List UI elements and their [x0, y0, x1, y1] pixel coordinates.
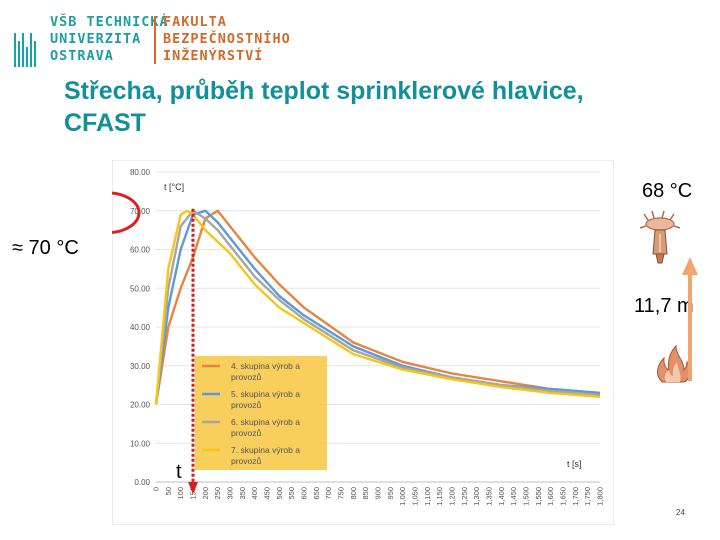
- legend-entry-continued: provozů: [231, 400, 262, 410]
- university-name: VŠB TECHNICKÁ UNIVERZITA OSTRAVA: [50, 14, 169, 64]
- legend-entry: 5. skupina výrob a: [231, 389, 300, 399]
- x-tick-label: 550: [287, 487, 296, 500]
- x-tick-label: 1,050: [411, 487, 420, 506]
- series-line-6: [154, 209, 601, 405]
- x-tick-label: 1,550: [534, 487, 543, 506]
- y-tick-label: 80.00: [130, 168, 151, 177]
- x-tick-label: 1,200: [448, 487, 457, 506]
- y-axis-label: t [°C]: [164, 182, 184, 192]
- x-tick-label: 700: [324, 487, 333, 500]
- x-tick-label: 800: [349, 487, 358, 500]
- x-tick-label: 1,500: [522, 487, 531, 506]
- header-divider: [154, 16, 156, 64]
- x-axis-label: t [s]: [567, 459, 582, 469]
- x-tick-label: 650: [312, 487, 321, 500]
- y-tick-label: 20.00: [130, 401, 151, 410]
- page-number: 24: [676, 508, 685, 517]
- x-tick-label: 1,650: [559, 487, 568, 506]
- x-tick-label: 300: [226, 487, 235, 500]
- sprinkler-icon: [639, 210, 681, 264]
- university-logo-bars: [14, 33, 40, 67]
- x-tick-label: 50: [164, 487, 173, 495]
- series-line-7: [154, 209, 601, 405]
- legend-entry: 7. skupina výrob a: [231, 445, 300, 455]
- x-tick-label: 1,400: [497, 487, 506, 506]
- activation-temperature-label: 68 °C: [642, 180, 693, 202]
- x-tick-label: 1,700: [571, 487, 580, 506]
- x-tick-label: 1,150: [435, 487, 444, 506]
- x-tick-label: 1,350: [485, 487, 494, 506]
- x-tick-label: 1,300: [472, 487, 481, 506]
- legend-entry-continued: provozů: [231, 372, 262, 382]
- temperature-chart: 0.00 10.00 20.00 30.00 40.00 50.00 60.00 70.00 8…: [73, 159, 615, 526]
- x-tick-label: 850: [361, 487, 370, 500]
- x-tick-label: 900: [374, 487, 383, 500]
- x-tick-label: 1,600: [546, 487, 555, 506]
- x-tick-label: 250: [213, 487, 222, 500]
- x-tick-label: 950: [386, 487, 395, 500]
- y-tick-label: 30.00: [130, 362, 151, 371]
- y-tick-label: 10.00: [130, 439, 151, 448]
- chart-frame: [111, 159, 615, 526]
- x-tick-label: 400: [250, 487, 259, 500]
- x-tick-label: 1,250: [460, 487, 469, 506]
- legend-entry-continued: provozů: [231, 456, 262, 466]
- activation-time-arrowhead: [188, 482, 198, 494]
- x-tick-label: 100: [176, 487, 185, 500]
- ceiling-height-label: 11,7 m: [634, 295, 694, 317]
- y-tick-label: 0.00: [134, 478, 150, 487]
- legend-entry-continued: provozů: [231, 428, 262, 438]
- y-tick-label: 40.00: [130, 323, 151, 332]
- x-tick-label: 750: [337, 487, 346, 500]
- slide-title: Střecha, průběh teplot sprinklerové hlav…: [64, 77, 584, 137]
- x-tick-label: 0: [152, 487, 161, 491]
- x-tick-label: 450: [263, 487, 272, 500]
- approx-temperature-label: ≈ 70 °C: [12, 237, 79, 259]
- flames-icon: [657, 344, 691, 383]
- x-tick-label: 600: [300, 487, 309, 500]
- x-tick-label: 500: [275, 487, 284, 500]
- y-tick-label: 60.00: [130, 246, 151, 255]
- legend-entry: 6. skupina výrob a: [231, 417, 300, 427]
- x-tick-label: 1,450: [509, 487, 518, 506]
- series-line-4: [154, 209, 601, 405]
- faculty-name: FAKULTA BEZPEČNOSTNÍHO INŽENÝRSTVÍ: [163, 14, 291, 64]
- x-tick-label: 1,000: [398, 487, 407, 506]
- x-tick-label: 1,750: [583, 487, 592, 506]
- x-tick-label: 200: [201, 487, 210, 500]
- time-marker-label: t: [176, 461, 182, 483]
- y-tick-label: 50.00: [130, 284, 151, 293]
- x-tick-label: 1,100: [423, 487, 432, 506]
- height-arrow: [682, 257, 698, 381]
- x-tick-label: 350: [238, 487, 247, 500]
- x-tick-label: 1,800: [596, 487, 605, 506]
- legend-entry: 4. skupina výrob a: [231, 361, 300, 371]
